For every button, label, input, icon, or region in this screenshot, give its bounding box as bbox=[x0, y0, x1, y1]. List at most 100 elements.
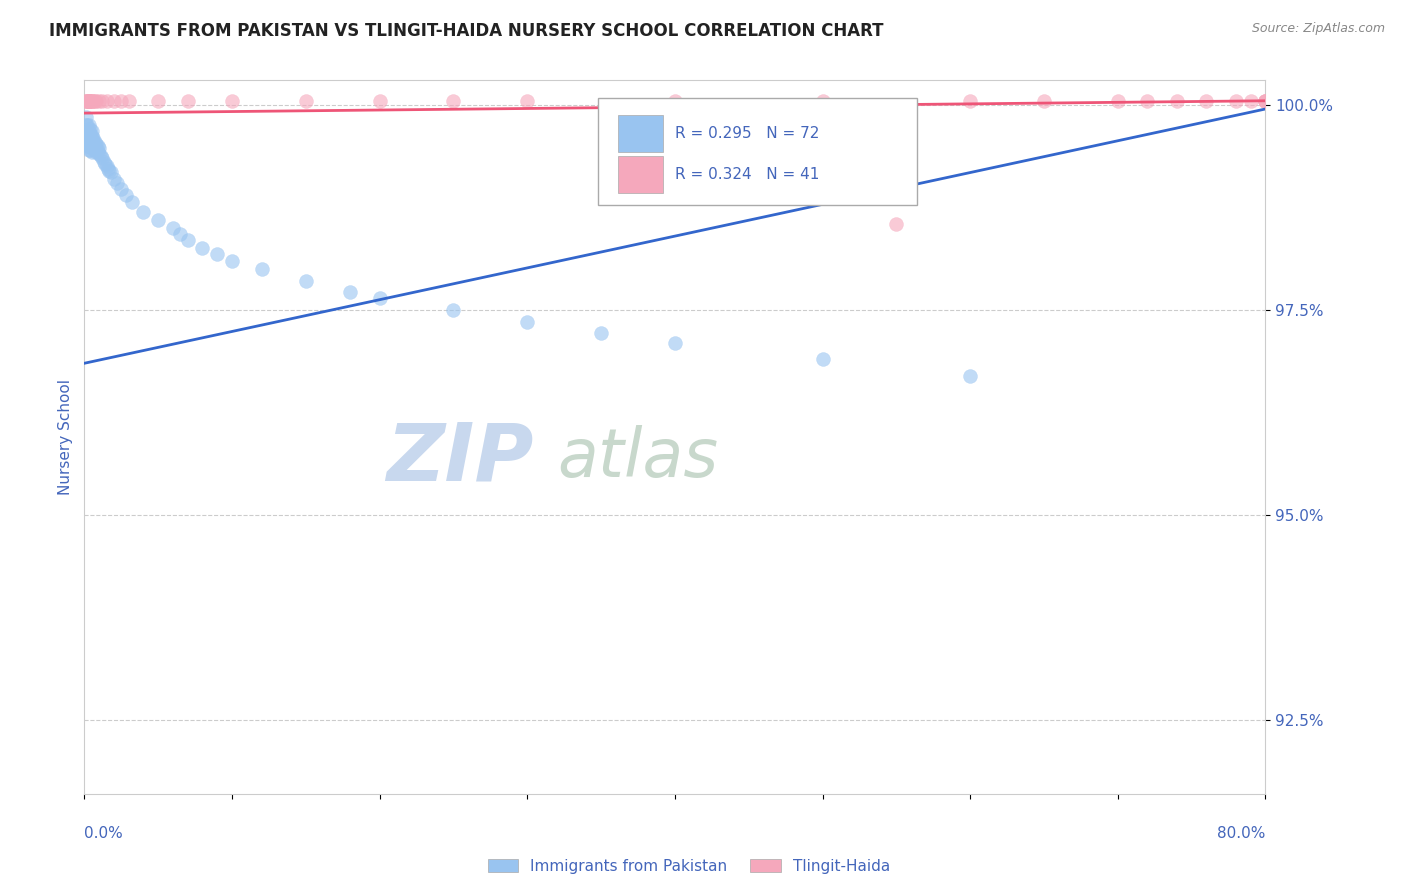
Bar bbox=[619, 114, 664, 152]
Point bbox=[132, 204, 155, 219]
Point bbox=[97, 161, 120, 176]
Point bbox=[75, 119, 97, 133]
Point bbox=[295, 94, 318, 108]
Point bbox=[103, 94, 125, 108]
Text: IMMIGRANTS FROM PAKISTAN VS TLINGIT-HAIDA NURSERY SCHOOL CORRELATION CHART: IMMIGRANTS FROM PAKISTAN VS TLINGIT-HAID… bbox=[49, 22, 884, 40]
Point bbox=[368, 94, 391, 108]
Point bbox=[77, 139, 100, 153]
Point bbox=[82, 94, 104, 108]
Point bbox=[90, 149, 112, 163]
Point bbox=[105, 176, 128, 190]
Point bbox=[75, 110, 97, 124]
Point bbox=[664, 335, 686, 350]
Point bbox=[110, 94, 132, 108]
Point bbox=[121, 194, 143, 209]
Point bbox=[1166, 94, 1188, 108]
Point bbox=[79, 94, 101, 108]
Point bbox=[77, 119, 100, 133]
Point bbox=[76, 139, 98, 153]
Point bbox=[162, 221, 184, 235]
Point bbox=[1136, 94, 1159, 108]
Point bbox=[87, 147, 111, 161]
Point bbox=[80, 137, 103, 152]
Point bbox=[169, 227, 191, 242]
Point bbox=[77, 94, 100, 108]
Point bbox=[79, 94, 101, 108]
Point bbox=[76, 94, 98, 108]
Point bbox=[1240, 94, 1263, 108]
Point bbox=[811, 94, 834, 108]
Point bbox=[86, 144, 108, 158]
Point bbox=[1195, 94, 1218, 108]
Point bbox=[295, 274, 318, 288]
Point bbox=[516, 94, 538, 108]
Point bbox=[82, 135, 104, 149]
Legend: Immigrants from Pakistan, Tlingit-Haida: Immigrants from Pakistan, Tlingit-Haida bbox=[481, 853, 897, 880]
Point bbox=[1254, 94, 1277, 108]
Text: R = 0.324   N = 41: R = 0.324 N = 41 bbox=[675, 167, 820, 182]
Point bbox=[83, 139, 105, 153]
Point bbox=[80, 94, 103, 108]
Text: 80.0%: 80.0% bbox=[1218, 826, 1265, 841]
Point bbox=[80, 124, 103, 138]
Point bbox=[79, 127, 101, 141]
Point bbox=[79, 130, 101, 145]
Point bbox=[77, 124, 100, 138]
Point bbox=[91, 151, 114, 165]
Point bbox=[80, 145, 103, 160]
Point bbox=[110, 181, 132, 195]
Point bbox=[118, 94, 141, 108]
Point bbox=[98, 163, 121, 178]
Point bbox=[177, 94, 200, 108]
Point bbox=[368, 291, 391, 305]
Point bbox=[76, 130, 98, 145]
Point bbox=[100, 165, 122, 179]
Point bbox=[77, 94, 100, 108]
Point bbox=[1225, 94, 1247, 108]
Point bbox=[339, 285, 361, 299]
Point bbox=[591, 326, 613, 340]
Point bbox=[148, 212, 170, 227]
Point bbox=[250, 261, 273, 276]
Point bbox=[77, 135, 100, 149]
Text: Source: ZipAtlas.com: Source: ZipAtlas.com bbox=[1251, 22, 1385, 36]
Point bbox=[79, 143, 101, 157]
Point bbox=[91, 94, 114, 108]
Point bbox=[80, 132, 103, 146]
Point bbox=[83, 143, 105, 157]
Bar bbox=[619, 156, 664, 193]
Point bbox=[84, 94, 107, 108]
Point bbox=[811, 352, 834, 367]
Point bbox=[79, 122, 101, 136]
Point bbox=[80, 129, 103, 144]
Point bbox=[82, 130, 104, 145]
Point bbox=[1254, 94, 1277, 108]
Point bbox=[959, 368, 981, 383]
Point bbox=[148, 94, 170, 108]
Point bbox=[75, 127, 97, 141]
Point bbox=[79, 139, 101, 153]
Point bbox=[84, 145, 107, 160]
Point bbox=[516, 315, 538, 329]
Text: 0.0%: 0.0% bbox=[84, 826, 124, 841]
Point bbox=[80, 140, 103, 154]
Text: atlas: atlas bbox=[557, 425, 718, 491]
Point bbox=[221, 94, 243, 108]
Point bbox=[1254, 94, 1277, 108]
Point bbox=[76, 127, 98, 141]
Point bbox=[84, 137, 107, 152]
Point bbox=[76, 119, 98, 133]
Point bbox=[191, 242, 214, 256]
Point bbox=[103, 171, 125, 186]
Point bbox=[83, 94, 105, 108]
Point bbox=[79, 135, 101, 149]
Point bbox=[886, 217, 908, 231]
Point bbox=[96, 94, 118, 108]
Point bbox=[94, 157, 117, 171]
Point bbox=[77, 94, 100, 108]
Point bbox=[75, 130, 97, 145]
Point bbox=[96, 160, 118, 174]
Point bbox=[87, 140, 111, 154]
Point bbox=[205, 247, 228, 261]
Point bbox=[82, 140, 104, 154]
